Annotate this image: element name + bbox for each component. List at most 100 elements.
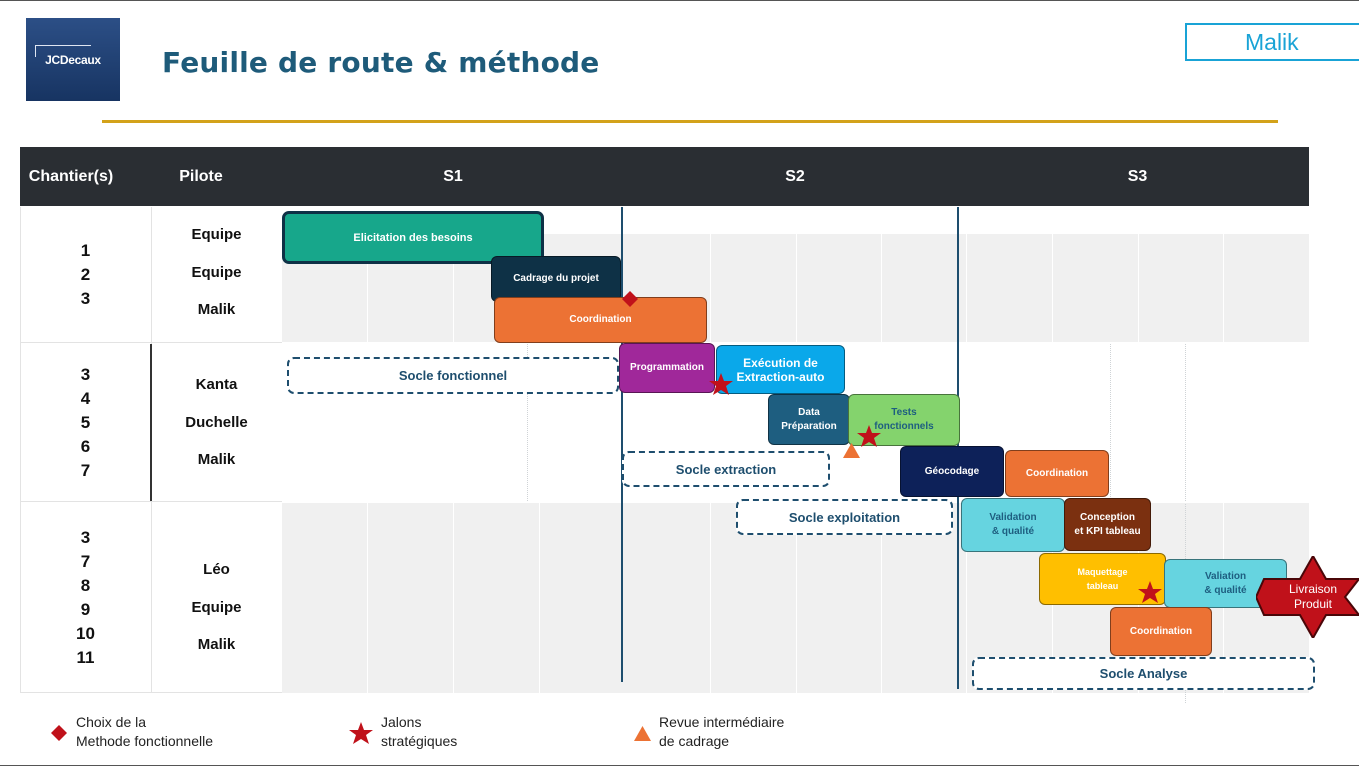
star-milestone-icon <box>857 425 881 447</box>
header-sprint-1: S1 <box>443 167 463 185</box>
roadmap-header: Chantier(s) Pilote S1 S2 S3 <box>20 147 1309 206</box>
task-data-preparation[interactable]: Data Préparation <box>768 394 850 445</box>
row-2-accent-line <box>150 344 152 501</box>
pilote-name: Equipe <box>191 598 242 616</box>
pilote-name: Equipe <box>191 226 242 243</box>
grid-line <box>881 234 882 693</box>
legend-star-text: Jalons stratégiques <box>381 713 457 751</box>
chantier-number: 2 <box>80 265 91 284</box>
task-conception-kpi[interactable]: Conception et KPI tableau <box>1064 498 1151 551</box>
jcdecaux-logo: JCDecaux <box>26 18 120 101</box>
row-1-pilotes: Equipe Equipe Malik <box>151 216 282 329</box>
legend-line: Jalons <box>381 714 422 730</box>
chantier-number: 3 <box>80 528 91 547</box>
pilote-name: Equipe <box>191 263 242 281</box>
legend-line: Revue intermédiaire <box>659 714 785 730</box>
task-geocodage[interactable]: Géocodage <box>900 446 1004 497</box>
socle-extraction: Socle extraction <box>622 451 830 487</box>
pilote-name: Malik <box>197 451 236 468</box>
grid-line <box>1223 234 1224 693</box>
chantier-number: 1 <box>80 241 91 260</box>
chantier-number: 7 <box>80 461 91 480</box>
livraison-label-line: Produit <box>1293 597 1333 611</box>
task-label: Tests <box>891 407 917 418</box>
grid-dotted-line <box>1110 343 1111 501</box>
task-coordination-3[interactable]: Coordination <box>1110 607 1212 656</box>
chantier-number: 9 <box>80 600 91 619</box>
table-left-line <box>20 207 21 693</box>
chantier-number: 4 <box>80 389 91 408</box>
task-label: Validation <box>989 512 1037 523</box>
row-3-pilotes: Léo Equipe Malik <box>151 551 282 664</box>
chantier-number: 10 <box>76 624 95 643</box>
grid-line <box>453 234 454 693</box>
page-title: Feuille de route & méthode <box>162 46 600 79</box>
legend-star-icon <box>349 722 373 744</box>
legend-line: Methode fonctionnelle <box>76 733 213 749</box>
task-label: Valiation <box>1204 570 1247 582</box>
star-milestone-icon <box>1138 581 1162 603</box>
task-label: fonctionnels <box>874 421 934 432</box>
task-label: & qualité <box>1204 584 1247 596</box>
row-divider <box>20 501 1309 503</box>
pilote-name: Malik <box>197 636 236 653</box>
livraison-label: Livraison Produit <box>1274 582 1352 612</box>
task-label: et KPI tableau <box>1074 525 1141 537</box>
task-label: Préparation <box>781 420 837 432</box>
frame-bottom-line <box>0 765 1359 766</box>
task-maquettage-tableau[interactable]: Maquettage tableau <box>1039 553 1166 605</box>
grid-line <box>1138 234 1139 693</box>
legend-diamond-icon <box>51 725 67 741</box>
row-1-chantiers: 1 2 3 <box>20 239 151 311</box>
task-programmation[interactable]: Programmation <box>619 343 715 393</box>
task-label: tableau <box>1086 581 1119 591</box>
sprint-boundary-1-2 <box>621 207 623 682</box>
logo-text: JCDecaux <box>35 44 101 67</box>
task-label: & qualité <box>991 526 1035 537</box>
row-2-pilotes: Kanta Duchelle Malik <box>151 366 282 479</box>
header-sprint-2: S2 <box>785 167 805 185</box>
livraison-label-line: Livraison <box>1288 582 1338 596</box>
task-tests-fonctionnels[interactable]: Tests fonctionnels <box>848 394 960 446</box>
legend-line: de cadrage <box>659 733 730 749</box>
frame-top-line <box>0 0 1359 1</box>
legend-line: stratégiques <box>381 733 458 749</box>
task-execution-extraction[interactable]: Exécution de Extraction-auto <box>716 345 845 394</box>
star-milestone-icon <box>709 373 733 395</box>
socle-exploitation: Socle exploitation <box>736 499 953 535</box>
task-label: Exécution de <box>743 355 818 370</box>
grid-line <box>367 234 368 693</box>
grid-dotted-line <box>1185 343 1186 703</box>
legend-line: Choix de la <box>76 714 147 730</box>
task-coordination-1[interactable]: Coordination <box>494 297 707 343</box>
pilote-name: Kanta <box>195 376 238 393</box>
chantier-number: 8 <box>80 576 91 595</box>
header-chantier: Chantier(s) <box>28 167 114 185</box>
task-label: Extraction-auto <box>736 369 825 384</box>
grid-dotted-line <box>527 343 528 501</box>
legend-triangle-icon <box>634 726 651 741</box>
title-underline <box>102 120 1278 123</box>
task-label: Conception <box>1080 511 1135 523</box>
row-divider-left <box>20 501 282 502</box>
header-sprint-3: S3 <box>1127 167 1148 185</box>
task-label: Maquettage <box>1077 567 1128 577</box>
socle-analyse: Socle Analyse <box>972 657 1315 690</box>
chantier-number: 7 <box>80 552 91 571</box>
task-label: Data <box>798 406 820 418</box>
task-coordination-2[interactable]: Coordination <box>1005 450 1109 497</box>
task-validation-qualite-1[interactable]: Validation & qualité <box>961 498 1065 552</box>
task-elicitation-besoins[interactable]: Elicitation des besoins <box>282 211 544 264</box>
diamond-milestone-icon <box>622 291 638 307</box>
socle-fonctionnel: Socle fonctionnel <box>287 357 619 394</box>
header-pilote: Pilote <box>179 167 223 185</box>
triangle-review-icon <box>843 443 860 458</box>
livraison-produit-star[interactable]: Livraison Produit <box>1254 553 1359 641</box>
legend-diamond-text: Choix de la Methode fonctionnelle <box>76 713 213 751</box>
chantier-number: 11 <box>76 648 95 667</box>
grid-line <box>539 234 540 693</box>
task-cadrage-projet[interactable]: Cadrage du projet <box>491 256 621 302</box>
chantier-number: 5 <box>80 413 91 432</box>
pilote-name: Malik <box>197 301 236 318</box>
pilote-name: Léo <box>203 561 230 578</box>
